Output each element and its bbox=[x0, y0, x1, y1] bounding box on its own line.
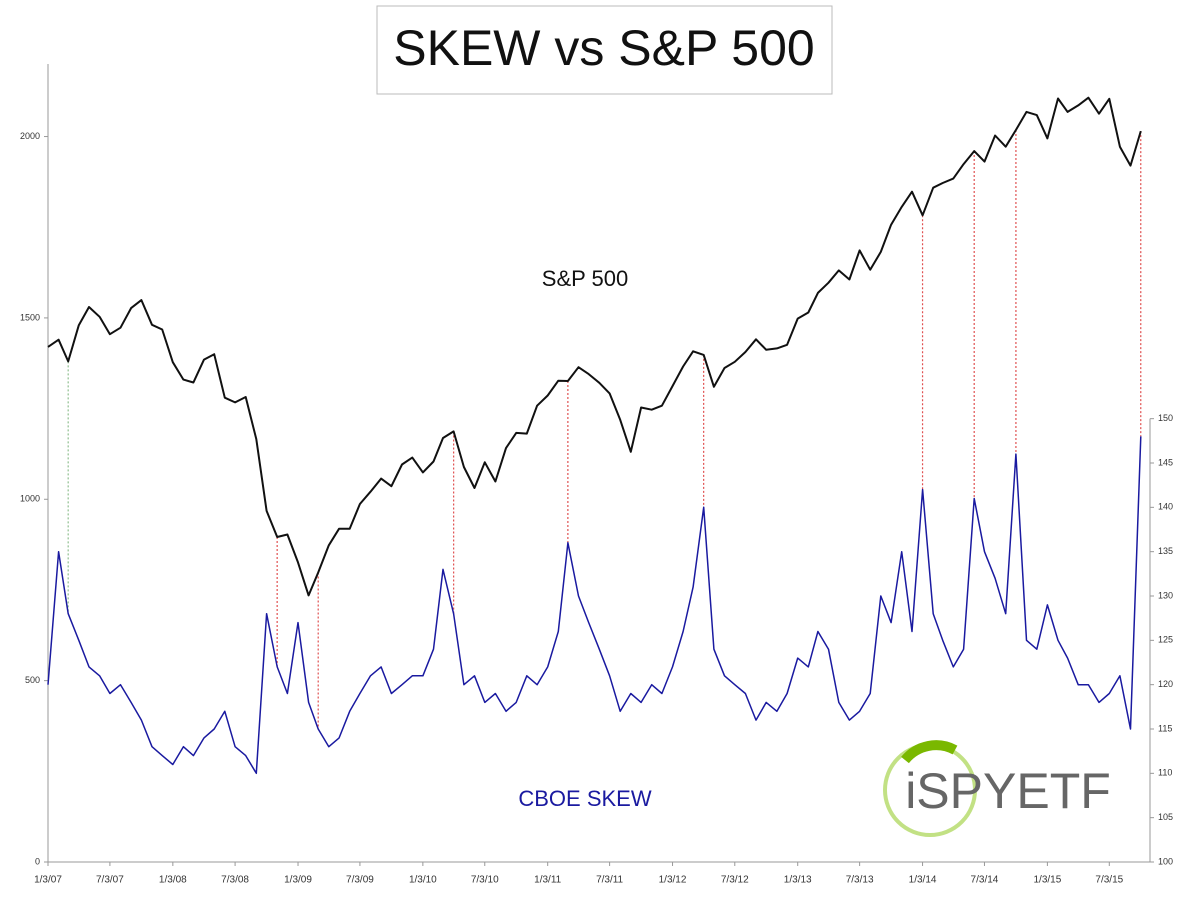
y2-tick-label: 100 bbox=[1158, 856, 1173, 866]
x-tick-label: 1/3/10 bbox=[409, 875, 437, 886]
x-tick-label: 1/3/08 bbox=[159, 875, 187, 886]
logo: iSPYETF bbox=[883, 740, 1111, 837]
x-tick-label: 7/3/12 bbox=[721, 875, 749, 886]
y-tick-label: 1000 bbox=[20, 494, 40, 504]
y-tick-label: 1500 bbox=[20, 312, 40, 322]
y2-tick-label: 145 bbox=[1158, 457, 1173, 467]
x-tick-label: 7/3/14 bbox=[971, 875, 999, 886]
x-tick-label: 7/3/11 bbox=[596, 875, 623, 886]
series-line bbox=[47, 436, 1142, 775]
y2-tick-label: 130 bbox=[1158, 590, 1173, 600]
x-tick-label: 7/3/13 bbox=[846, 875, 874, 886]
logo-arc bbox=[901, 740, 958, 764]
x-tick-label: 7/3/08 bbox=[221, 875, 249, 886]
legend-label: S&P 500 bbox=[542, 266, 628, 291]
series-line bbox=[47, 96, 1142, 597]
y2-tick-label: 105 bbox=[1158, 812, 1173, 822]
x-tick-label: 7/3/09 bbox=[346, 875, 374, 886]
y-tick-label: 2000 bbox=[20, 131, 40, 141]
x-tick-label: 1/3/07 bbox=[34, 875, 62, 886]
y2-tick-label: 140 bbox=[1158, 502, 1173, 512]
x-tick-label: 1/3/11 bbox=[534, 875, 561, 886]
x-tick-label: 7/3/15 bbox=[1095, 875, 1123, 886]
legend-label: CBOE SKEW bbox=[518, 786, 651, 811]
x-tick-label: 1/3/14 bbox=[909, 875, 937, 886]
y2-tick-label: 115 bbox=[1158, 723, 1172, 733]
chart-title: SKEW vs S&P 500 bbox=[393, 20, 814, 76]
y2-tick-label: 135 bbox=[1158, 546, 1173, 556]
y2-tick-label: 110 bbox=[1158, 768, 1172, 778]
x-tick-label: 7/3/07 bbox=[96, 875, 124, 886]
y2-tick-label: 150 bbox=[1158, 413, 1173, 423]
x-tick-label: 1/3/15 bbox=[1033, 875, 1061, 886]
x-tick-label: 1/3/09 bbox=[284, 875, 312, 886]
title-box bbox=[376, 5, 833, 95]
y-tick-label: 0 bbox=[35, 856, 40, 866]
y-tick-label: 500 bbox=[25, 675, 40, 685]
logo-text: iSPYETF bbox=[905, 763, 1111, 819]
x-tick-label: 1/3/13 bbox=[784, 875, 812, 886]
x-tick-label: 1/3/12 bbox=[659, 875, 687, 886]
y2-tick-label: 125 bbox=[1158, 635, 1173, 645]
y2-tick-label: 120 bbox=[1158, 679, 1173, 689]
x-tick-label: 7/3/10 bbox=[471, 875, 499, 886]
